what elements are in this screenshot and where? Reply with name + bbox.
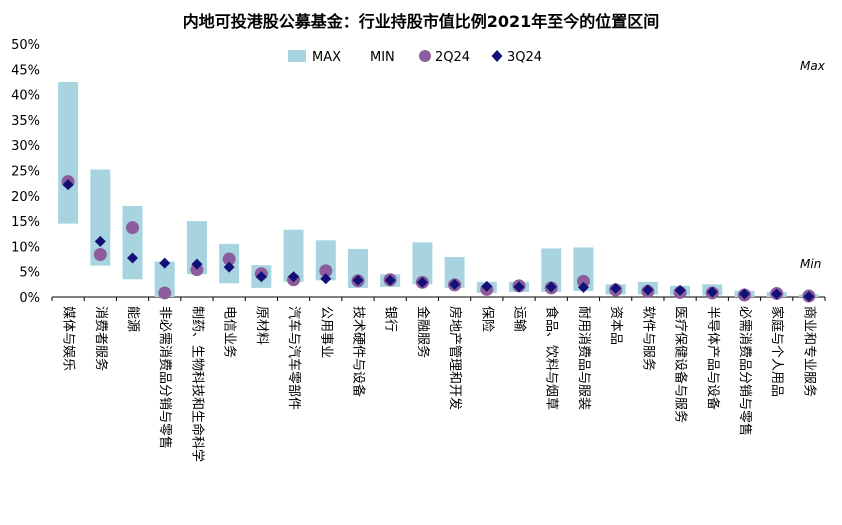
- category-label: 资本品: [608, 306, 623, 345]
- point-3q24: [513, 281, 525, 293]
- range-bar: [186, 221, 207, 275]
- y-tick-label: 35%: [11, 114, 40, 129]
- category-label: 金融服务: [415, 306, 431, 358]
- y-tick-label: 50%: [11, 38, 40, 53]
- category-label: 媒体与娱乐: [61, 306, 76, 371]
- point-3q24: [384, 274, 396, 286]
- category-label: 汽车与汽车零部件: [286, 306, 302, 410]
- point-3q24: [255, 271, 267, 283]
- annotation-max: Max: [800, 59, 826, 73]
- range-bar: [154, 261, 175, 297]
- category-label: 公用事业: [318, 306, 333, 358]
- category-label: 软件与服务: [640, 306, 656, 371]
- category-label: 运输: [512, 306, 528, 332]
- category-label: 电信业务: [222, 306, 238, 358]
- point-3q24: [610, 282, 622, 294]
- legend-2q24-label: 2Q24: [435, 50, 470, 65]
- range-bar: [122, 205, 143, 280]
- point-3q24: [352, 274, 364, 286]
- point-3q24: [481, 280, 493, 292]
- y-tick-label: 25%: [11, 165, 40, 180]
- legend: MAX MIN 2Q24 3Q24: [288, 50, 542, 65]
- point-3q24: [159, 257, 171, 269]
- point-2q24: [319, 264, 333, 278]
- point-3q24: [642, 284, 654, 296]
- y-tick-label: 45%: [11, 63, 40, 78]
- point-3q24: [223, 261, 235, 273]
- point-3q24: [416, 276, 428, 288]
- y-tick-label: 30%: [11, 139, 40, 154]
- x-axis-labels: 媒体与娱乐 消费者服务 能源 非必需消费品分销与零售 制药、生物科技和生命科学 电信业务原…: [61, 306, 818, 462]
- point-2q24: [93, 247, 107, 261]
- category-label: 商业和专业服务: [801, 306, 817, 397]
- range-bar: [283, 229, 304, 282]
- range-bar: [58, 81, 79, 224]
- category-label: 非必需消费品分销与零售: [157, 306, 173, 449]
- y-tick-label: 20%: [11, 190, 40, 205]
- category-label: 家庭与个人用品: [769, 306, 785, 397]
- legend-3q24-label: 3Q24: [507, 50, 542, 65]
- legend-max-label: MAX: [312, 50, 341, 65]
- category-label: 医疗保健设备与服务: [673, 306, 689, 423]
- category-label: 房地产管理和开发: [447, 306, 463, 410]
- legend-max-swatch: [288, 50, 306, 62]
- point-2q24: [576, 274, 590, 288]
- y-tick-label: 5%: [19, 266, 40, 281]
- point-3q24: [288, 271, 300, 283]
- y-tick-label: 40%: [11, 89, 40, 104]
- category-label: 制药、生物科技和生命科学: [189, 306, 205, 462]
- legend-3q24-marker: [491, 50, 503, 62]
- point-2q24: [190, 263, 204, 277]
- point-3q24: [191, 258, 203, 270]
- category-label: 原材料: [254, 306, 269, 345]
- point-3q24: [706, 286, 718, 298]
- point-3q24: [738, 288, 750, 300]
- point-3q24: [771, 288, 783, 300]
- point-2q24: [222, 252, 236, 266]
- range-bars: [58, 81, 819, 297]
- point-3q24: [62, 179, 74, 191]
- category-label: 能源: [125, 306, 140, 332]
- category-label: 保险: [479, 306, 494, 332]
- point-3q24: [577, 281, 589, 293]
- point-3q24: [545, 281, 557, 293]
- legend-min-label: MIN: [370, 50, 395, 65]
- point-2q24: [126, 221, 140, 235]
- y-tick-label: 10%: [11, 240, 40, 255]
- y-axis-ticks: 0% 5% 10% 15% 20% 25% 30% 35% 40% 45% 50%: [11, 38, 40, 306]
- chart-title: 内地可投港股公募基金：行业持股市值比例2021年至今的位置区间: [182, 12, 660, 31]
- category-label: 半导体产品与设备: [705, 306, 721, 410]
- point-3q24: [803, 290, 815, 302]
- legend-2q24-marker: [419, 50, 431, 62]
- point-3q24: [449, 278, 461, 290]
- range-bar: [444, 257, 465, 288]
- point-3q24: [94, 235, 106, 247]
- y-tick-label: 0%: [19, 291, 40, 306]
- y-tick-label: 15%: [11, 215, 40, 230]
- range-bar: [541, 248, 562, 292]
- category-label: 食品、饮料与烟草: [544, 306, 560, 410]
- axes: [51, 296, 826, 301]
- category-label: 技术硬件与设备: [350, 306, 366, 397]
- point-3q24: [127, 252, 139, 264]
- category-label: 必需消费品分销与零售: [737, 306, 753, 436]
- category-label: 银行: [383, 306, 398, 332]
- point-3q24: [674, 284, 686, 296]
- range-bar: [412, 242, 433, 285]
- point-3q24: [320, 273, 332, 285]
- category-label: 耐用消费品与服装: [576, 306, 591, 410]
- series-3q24-points: [62, 179, 815, 302]
- category-label: 消费者服务: [93, 306, 109, 371]
- annotation-min: Min: [800, 257, 821, 271]
- point-2q24: [158, 286, 172, 300]
